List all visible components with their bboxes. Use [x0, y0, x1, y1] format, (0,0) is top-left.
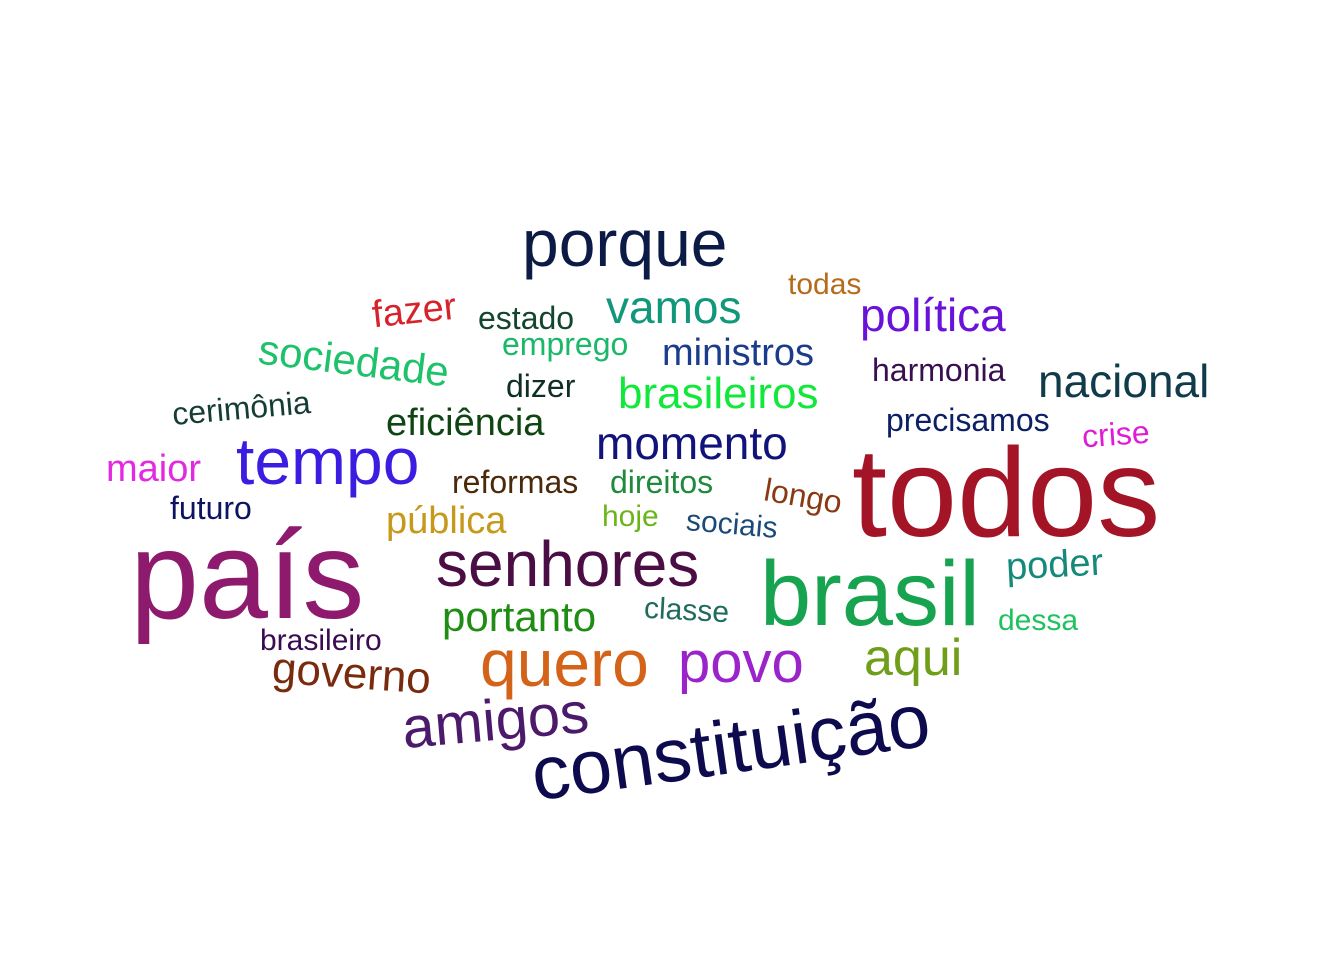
word-ministros: ministros	[662, 332, 815, 374]
word-portanto: portanto	[442, 593, 597, 640]
word-poder: poder	[1004, 541, 1105, 589]
word-todos: todos	[852, 422, 1161, 563]
word-povo: povo	[678, 630, 804, 695]
word-sociais: sociais	[684, 504, 780, 545]
word-todas: todas	[788, 268, 862, 301]
word-constituicao: constituição	[525, 677, 936, 818]
word-momento: momento	[596, 417, 788, 469]
word-reformas: reformas	[452, 464, 579, 500]
word-publica: pública	[386, 500, 507, 542]
word-pais: país	[130, 507, 365, 645]
word-classe: classe	[643, 591, 730, 630]
word-hoje: hoje	[602, 500, 659, 533]
word-quero: quero	[480, 626, 649, 700]
word-harmonia: harmonia	[872, 352, 1006, 388]
word-senhores: senhores	[436, 528, 700, 600]
word-eficiencia: eficiência	[386, 402, 545, 444]
word-dessa: dessa	[998, 604, 1079, 637]
word-politica: política	[860, 289, 1006, 341]
word-nacional: nacional	[1038, 355, 1210, 407]
word-maior: maior	[106, 448, 202, 490]
word-porque: porque	[522, 206, 728, 280]
word-vamos: vamos	[606, 281, 742, 333]
word-emprego: emprego	[502, 326, 629, 362]
word-crise: crise	[1080, 413, 1151, 455]
word-precisamos: precisamos	[886, 402, 1050, 438]
word-brasil: brasil	[760, 543, 980, 645]
word-tempo: tempo	[236, 424, 420, 498]
word-sociedade: sociedade	[255, 325, 452, 396]
word-futuro: futuro	[170, 490, 252, 526]
word-aqui: aqui	[864, 629, 963, 687]
word-direitos: direitos	[610, 464, 714, 500]
word-fazer: fazer	[370, 285, 459, 337]
word-brasileiro: brasileiro	[260, 624, 382, 657]
word-estado: estado	[478, 300, 575, 336]
word-brasileiros: brasileiros	[618, 369, 819, 418]
word-dizer: dizer	[506, 368, 576, 404]
